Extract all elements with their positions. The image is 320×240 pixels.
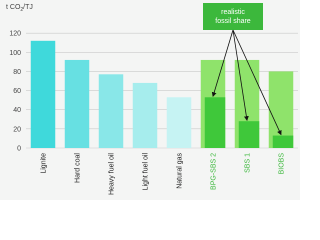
bar	[98, 74, 124, 148]
y-label-sub: 2	[20, 7, 23, 13]
y-tick-label: 20	[13, 126, 21, 133]
x-tick-label: BPG-SBS 2	[211, 153, 218, 190]
y-tick-label: 120	[9, 31, 21, 38]
x-tick-label: Light fuel oil	[143, 153, 150, 191]
y-label-part: /TJ	[23, 4, 33, 11]
annotation-arrow	[232, 29, 282, 136]
bar	[30, 40, 56, 148]
y-tick-label: 60	[13, 88, 21, 95]
y-tick-label: 40	[13, 107, 21, 114]
chart: t CO2/TJ 0 20 40 60 80 100 120 Lignite Hard coal…	[0, 0, 300, 200]
annotation-text: realistic	[221, 9, 245, 16]
fossil-bar	[204, 97, 226, 148]
y-tick-label: 100	[9, 50, 21, 57]
y-tick-label: 80	[13, 69, 21, 76]
fossil-bar	[272, 135, 294, 148]
y-tick-label: 0	[17, 146, 21, 153]
bar	[166, 97, 192, 148]
annotation-text: fossil share	[215, 18, 251, 25]
bar	[64, 59, 90, 148]
annotation-arrow	[232, 29, 249, 121]
x-tick-label: Natural gas	[177, 153, 184, 189]
x-tick-label: BIOBS	[279, 153, 286, 175]
x-tick-label: SBS 1	[245, 153, 252, 173]
x-tick-label: Hard coal	[75, 153, 82, 183]
x-tick-label: Lignite	[41, 153, 48, 174]
bar	[132, 82, 158, 148]
fossil-bar	[238, 121, 260, 148]
x-tick-label: Heavy fuel oil	[109, 153, 116, 195]
annotation-arrow	[211, 29, 234, 98]
annotation-box	[203, 3, 263, 30]
y-label-part: t CO	[6, 4, 21, 11]
y-axis-label: t CO2/TJ	[6, 4, 33, 13]
